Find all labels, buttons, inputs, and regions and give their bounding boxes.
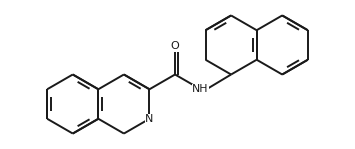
Text: O: O	[171, 41, 179, 51]
Text: N: N	[145, 114, 154, 124]
Text: NH: NH	[192, 84, 209, 94]
